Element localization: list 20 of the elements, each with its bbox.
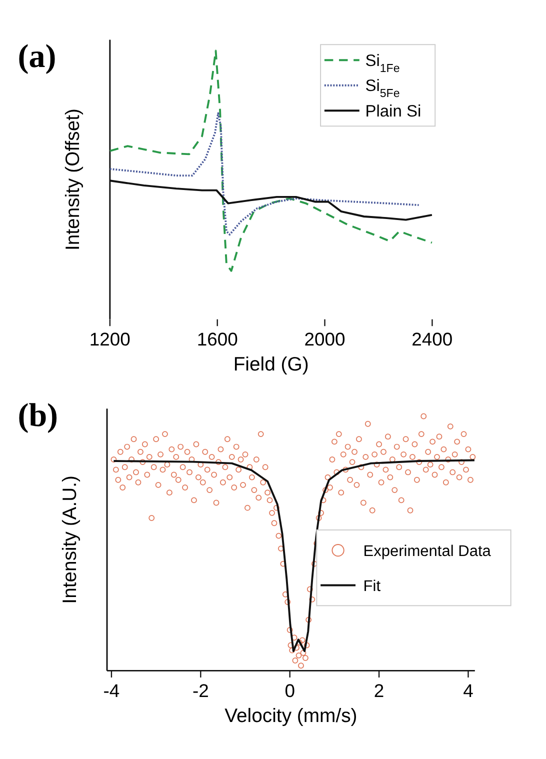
x-axis-title: Field (G): [233, 354, 309, 376]
legend-label: Plain Si: [365, 102, 422, 120]
legend-label: Si$_{5Fe}$: [365, 77, 400, 100]
chart-title: (a): [18, 38, 56, 75]
legend-label: Experimental Data: [363, 543, 492, 560]
chart-title: (b): [18, 398, 58, 434]
legend-label: Si$_{1Fe}$: [365, 52, 400, 75]
y-axis-title: Intensity (Offset): [62, 108, 84, 251]
x-tick-label: -2: [192, 680, 209, 701]
x-tick-label: 2400: [412, 328, 453, 350]
x-tick-label: -4: [103, 680, 120, 701]
x-tick-label: 1600: [196, 328, 238, 350]
x-tick-label: 4: [463, 680, 474, 701]
x-tick-label: 1200: [89, 328, 130, 350]
x-tick-label: 2000: [304, 328, 346, 350]
y-axis-title: Intensity (A.U.): [58, 475, 81, 604]
x-tick-label: 2: [374, 680, 384, 701]
legend-label: Fit: [363, 578, 382, 596]
x-tick-label: 0: [284, 680, 295, 701]
x-axis-title: Velocity (mm/s): [224, 705, 358, 728]
